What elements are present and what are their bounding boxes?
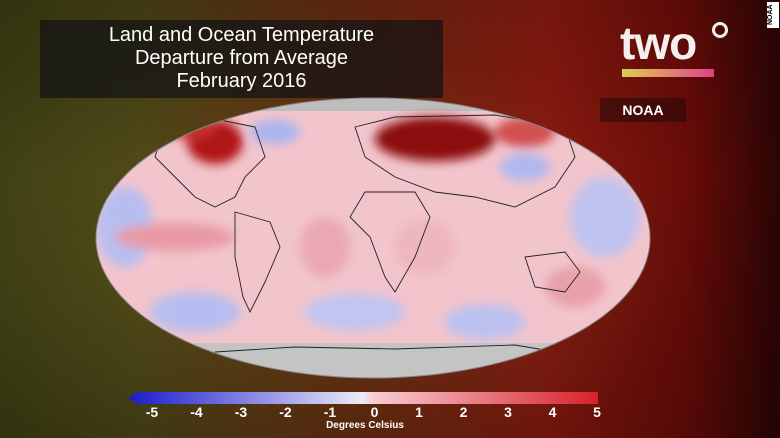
arctic-no-data [96, 98, 650, 111]
anomaly-greenland-cold [250, 120, 300, 144]
colorbar-tick-label: 1 [415, 404, 423, 420]
colorbar-tick-label: 2 [459, 404, 468, 420]
title-line-3: February 2016 [176, 70, 307, 92]
legend-unit-label: Degrees Celsius [326, 420, 404, 431]
anomaly-north-america-warm [187, 120, 243, 164]
anomaly-siberia-warm [375, 117, 495, 161]
colorbar-tick-label: -2 [279, 404, 292, 420]
colorbar-tick-label: -3 [234, 404, 248, 420]
colorbar [128, 392, 598, 404]
colorbar-tick-label: -1 [323, 404, 337, 420]
colorbar-tick-label: -5 [145, 404, 159, 420]
logo-color-bar [622, 69, 714, 77]
colorbar-tick-label: 5 [593, 404, 601, 420]
title-line-1: Land and Ocean Temperature [108, 24, 375, 46]
colorbar-tick-label: 0 [370, 404, 379, 420]
coastlines [154, 114, 581, 356]
title-box: Land and Ocean Temperature Departure fro… [40, 20, 443, 98]
colorbar-tick-label: -4 [190, 404, 203, 420]
degree-icon [712, 22, 728, 38]
colorbar-tick-label: 4 [548, 404, 557, 420]
colorbar-tick-label: 3 [504, 404, 512, 420]
temperature-anomaly-map [95, 97, 651, 379]
side-credit: NOAA [767, 2, 779, 28]
logo: two [620, 17, 697, 69]
source-credit: NOAA [600, 98, 686, 122]
title-line-2: Departure from Average [134, 47, 349, 69]
